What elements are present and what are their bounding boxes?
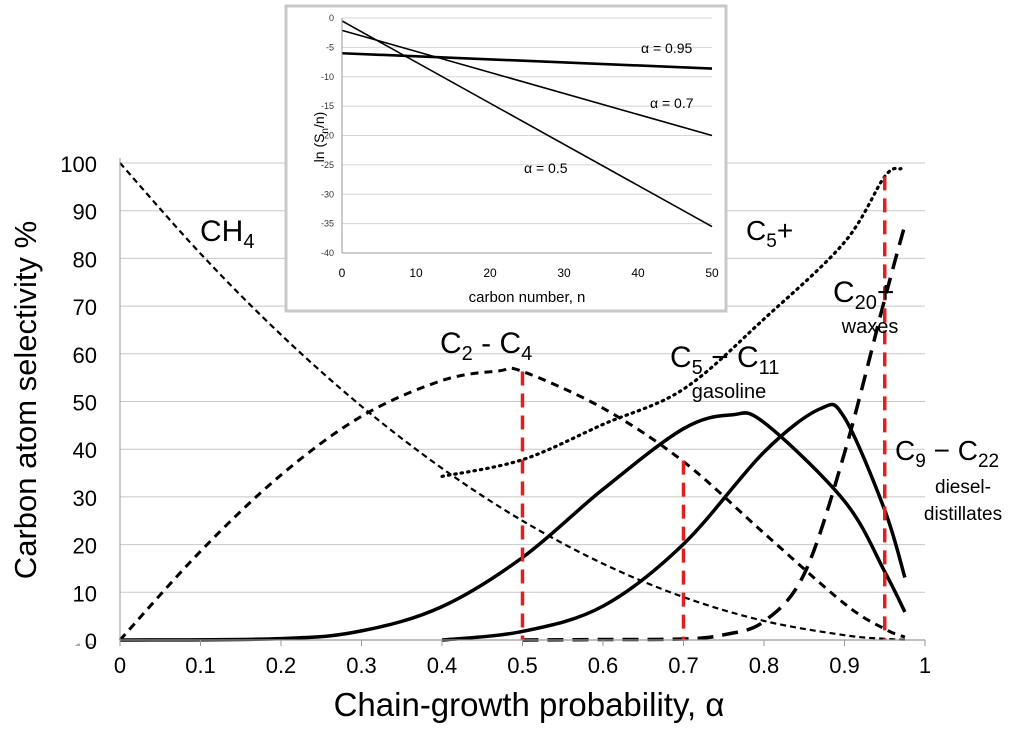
annotation-c20plus-main: C — [833, 276, 855, 309]
main-x-tick-label: 0.4 — [427, 653, 458, 678]
main-y-tick-label: 0 — [85, 629, 97, 654]
inset-y-tick-label: -15 — [321, 101, 334, 111]
main-x-tick-label: 0 — [114, 653, 126, 678]
inset-series: α = 0.95 α = 0.7 α = 0.5 — [341, 20, 713, 228]
main-x-tick-label: 0.7 — [668, 653, 699, 678]
annotation-c5c11-main: C — [670, 341, 692, 374]
annotation-ch4-sub: 4 — [243, 231, 254, 253]
inset-y-tick-label: -5 — [326, 42, 334, 52]
annotation-c5plus-tail: + — [777, 215, 793, 246]
annotation-c2c4: C2 - C4 — [440, 327, 532, 365]
inset-y-axis-label: ln (Sn/n) — [311, 112, 331, 163]
inset-y-axis-label-tail: /n) — [311, 112, 327, 128]
inset-frame — [284, 4, 728, 313]
inset-x-tick-label: 50 — [705, 266, 719, 280]
inset-y-tick-label: -40 — [321, 248, 334, 258]
annotation-c5plus-sub: 5 — [766, 231, 777, 252]
main-y-tick-label: 80 — [73, 247, 97, 272]
annotation-c5c11-mid: − C — [703, 341, 759, 374]
inset-y-axis-label-main: ln (S — [311, 134, 327, 163]
inset-x-tick-label: 20 — [483, 266, 497, 280]
inset-y-axis-label-sub: n — [320, 128, 331, 134]
annotation-c9c22-caption: diesel- — [935, 477, 991, 498]
series-c2-c4 — [118, 366, 906, 642]
main-reference-lines — [520, 176, 887, 640]
annotation-c9c22-sub: 9 — [915, 451, 926, 472]
inset-series-label: α = 0.95 — [641, 40, 693, 56]
inset-y-tick-label: -20 — [321, 131, 334, 141]
inset-x-tick-label: 40 — [631, 266, 645, 280]
annotation-c20plus-tail: + — [877, 276, 895, 309]
inset-y-tick-label: -30 — [321, 189, 334, 199]
main-x-tick-label: 0.1 — [185, 653, 216, 678]
annotation-ch4-main: CH — [200, 215, 243, 248]
inset-series-label: α = 0.7 — [650, 95, 694, 111]
annotation-ch4: CH4 — [200, 215, 254, 253]
annotation-c2c4-mid: - C — [473, 327, 521, 360]
series-c9-c22 — [441, 402, 907, 642]
main-y-tick-label: 10 — [73, 581, 97, 606]
inset-y-tick-label: -25 — [321, 160, 334, 170]
inset-x-tick-label: 10 — [409, 266, 423, 280]
annotation-c2c4-sub2: 4 — [521, 343, 532, 365]
annotation-c9c22-sub2: 22 — [978, 451, 999, 472]
main-y-tick-label: 90 — [73, 200, 97, 225]
main-x-tick-label: 0.2 — [266, 653, 297, 678]
inset-series-line — [341, 29, 713, 137]
inset-series-line — [341, 20, 713, 228]
inset-y-tick-label: -10 — [321, 72, 334, 82]
annotation-c9c22-mid: − C — [926, 435, 978, 466]
main-y-tick-label: 100 — [60, 152, 97, 177]
main-y-tick-label: 20 — [73, 534, 97, 559]
inset-chart: α = 0.95 α = 0.7 α = 0.5 0 -5 -10 -15 -20 -25 -3… — [284, 4, 728, 313]
annotation-c5c11-sub: 5 — [692, 357, 703, 379]
main-x-tick-label: 0.6 — [588, 653, 619, 678]
main-y-tick-label: 70 — [73, 295, 97, 320]
main-x-tick-label: 0.8 — [749, 653, 780, 678]
annotation-c9c22-caption2: distillates — [924, 504, 1002, 525]
annotation-c5c11-caption: gasoline — [692, 381, 767, 403]
annotation-c20plus-caption: waxes — [841, 316, 899, 338]
main-y-tick-label: 60 — [73, 343, 97, 368]
inset-y-tick-label: -35 — [321, 219, 334, 229]
inset-x-tick-label: 0 — [339, 266, 346, 280]
main-y-axis-label: Carbon atom selectivity % — [8, 221, 43, 579]
main-x-tick-label: 0.5 — [507, 653, 538, 678]
annotation-c5c11-sub2: 11 — [759, 357, 780, 379]
main-x-tick-label: 1 — [919, 653, 931, 678]
series-c5-c11 — [119, 411, 907, 642]
series-ch4 — [119, 162, 905, 641]
main-y-tick-label: 30 — [73, 486, 97, 511]
main-series — [118, 162, 907, 642]
main-x-tick-label: 0.3 — [346, 653, 377, 678]
inset-y-tick-label: 0 — [329, 13, 334, 23]
annotation-c5c11: C5 − C11 — [670, 341, 779, 379]
annotation-c5plus: C5+ — [746, 215, 793, 252]
annotation-c20plus: C20+ — [833, 276, 894, 314]
main-y-tick-label: 50 — [73, 391, 97, 416]
inset-axes: 0 -5 -10 -15 -20 -25 -30 -35 -40 0 10 20 30 40 50 — [321, 13, 719, 280]
annotation-c5plus-main: C — [746, 215, 766, 246]
annotation-c2c4-sub: 2 — [462, 343, 473, 365]
inset-x-tick-label: 30 — [557, 266, 571, 280]
main-x-tick-label: 0.9 — [829, 653, 860, 678]
annotation-c2c4-main: C — [440, 327, 462, 360]
inset-x-axis-label: carbon number, n — [469, 289, 586, 306]
series-c5- — [440, 166, 903, 478]
annotation-c9c22: C9 − C22 — [895, 435, 999, 472]
inset-series-label: α = 0.5 — [524, 160, 568, 176]
main-x-axis-label: Chain-growth probability, α — [334, 686, 725, 723]
annotation-c9c22-main: C — [895, 435, 915, 466]
main-y-tick-label: 40 — [73, 438, 97, 463]
annotation-c20plus-sub: 20 — [855, 292, 877, 314]
